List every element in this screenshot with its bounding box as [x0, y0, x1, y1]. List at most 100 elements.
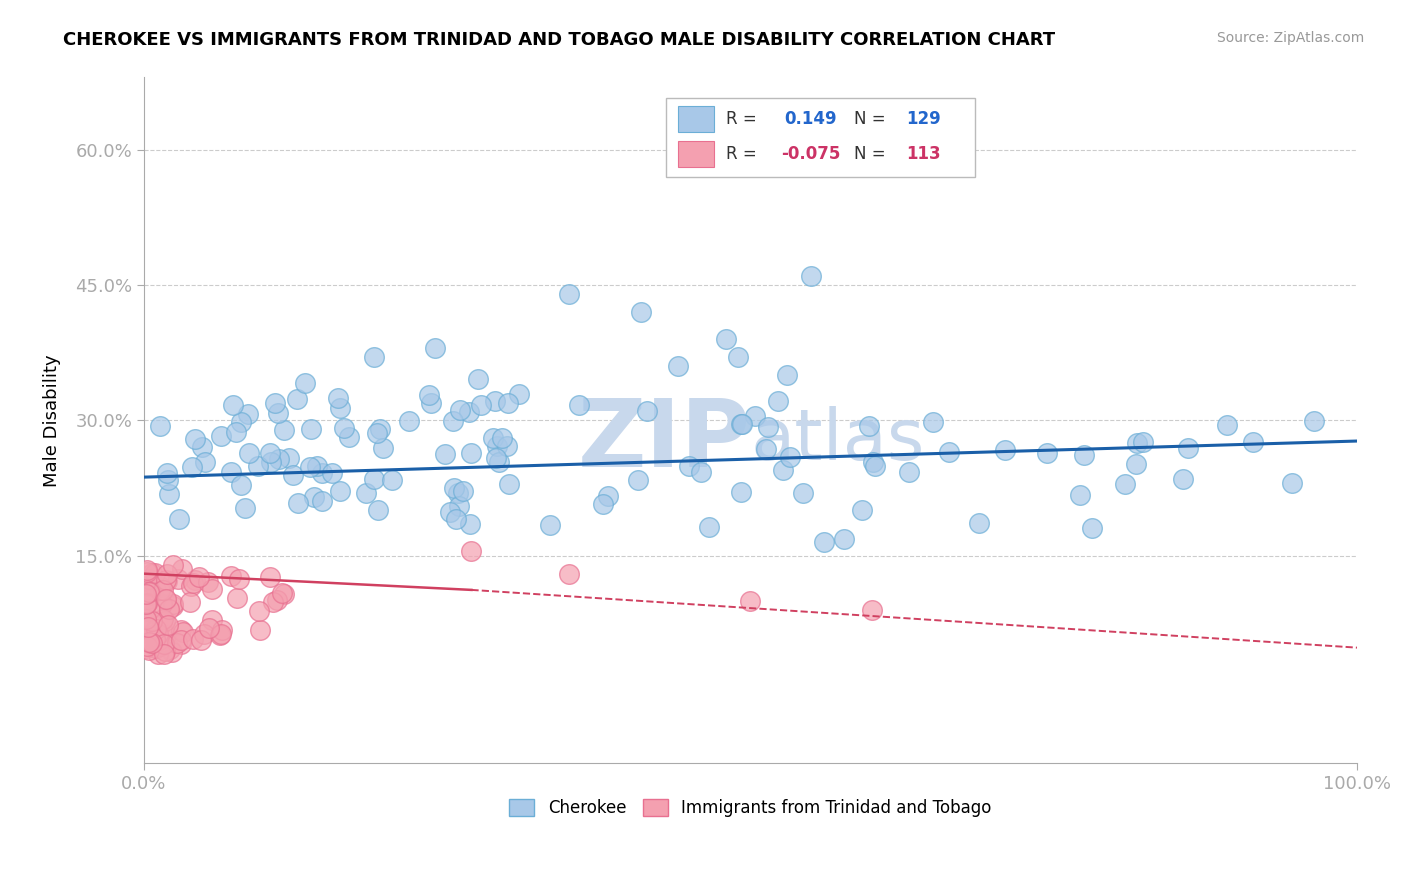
Point [496, 439, 519, 453]
Point [1080, 521, 1102, 535]
Bar [665, 98, 974, 177]
Point [155, 644, 177, 658]
Point [491, 431, 513, 445]
Point [219, 569, 242, 583]
Point [630, 305, 652, 319]
Point [538, 518, 561, 533]
Point [135, 639, 157, 653]
Point [181, 460, 204, 475]
Point [149, 418, 172, 433]
Point [458, 405, 481, 419]
Point [363, 350, 385, 364]
Point [247, 459, 270, 474]
Point [233, 500, 256, 515]
Point [201, 582, 224, 596]
Point [208, 628, 231, 642]
Point [730, 417, 752, 432]
Point [967, 516, 990, 530]
Point [150, 597, 173, 611]
Text: CHEROKEE VS IMMIGRANTS FROM TRINIDAD AND TOBAGO MALE DISABILITY CORRELATION CHAR: CHEROKEE VS IMMIGRANTS FROM TRINIDAD AND… [63, 31, 1056, 49]
Point [779, 450, 801, 464]
Point [209, 429, 232, 443]
Point [152, 612, 174, 626]
Point [259, 570, 281, 584]
Point [716, 332, 738, 346]
Point [184, 573, 207, 587]
Point [157, 486, 180, 500]
Point [1132, 435, 1154, 450]
Text: -0.075: -0.075 [780, 145, 841, 162]
Point [441, 414, 464, 428]
Point [851, 503, 873, 517]
Point [270, 586, 292, 600]
Point [498, 476, 520, 491]
Point [443, 481, 465, 495]
Point [260, 455, 283, 469]
Point [183, 632, 205, 646]
Point [302, 490, 325, 504]
Point [727, 350, 749, 364]
Point [1303, 414, 1326, 428]
Point [162, 597, 184, 611]
Point [371, 441, 394, 455]
Point [813, 534, 835, 549]
Point [333, 421, 356, 435]
Point [162, 558, 184, 573]
Point [460, 517, 482, 532]
Point [143, 580, 166, 594]
Point [155, 573, 177, 587]
Point [1073, 448, 1095, 462]
Bar [678, 106, 714, 132]
Point [138, 632, 160, 647]
Point [142, 634, 165, 648]
Point [832, 532, 855, 546]
Point [697, 520, 720, 534]
Point [423, 341, 446, 355]
Point [160, 645, 183, 659]
Point [190, 440, 212, 454]
Point [938, 444, 960, 458]
Bar [678, 141, 714, 167]
Point [262, 594, 284, 608]
Point [138, 635, 160, 649]
Point [156, 574, 179, 589]
Point [153, 614, 176, 628]
Point [756, 420, 779, 434]
Point [229, 477, 252, 491]
Text: N =: N = [853, 145, 886, 162]
Point [267, 452, 290, 467]
Point [169, 637, 191, 651]
Point [444, 512, 467, 526]
Point [678, 459, 700, 474]
Point [266, 592, 288, 607]
Point [636, 404, 658, 418]
Point [136, 564, 159, 578]
Point [135, 630, 157, 644]
Point [307, 458, 329, 473]
Point [897, 465, 920, 479]
Point [755, 442, 778, 456]
Point [858, 418, 880, 433]
Point [792, 486, 814, 500]
Point [197, 621, 219, 635]
Point [157, 473, 180, 487]
Point [776, 368, 799, 383]
Point [311, 494, 333, 508]
Point [381, 473, 404, 487]
Point [994, 443, 1017, 458]
Point [153, 637, 176, 651]
Point [1036, 445, 1059, 459]
Point [1069, 488, 1091, 502]
Text: Source: ZipAtlas.com: Source: ZipAtlas.com [1216, 31, 1364, 45]
Point [419, 395, 441, 409]
Point [398, 414, 420, 428]
Point [148, 633, 170, 648]
Point [772, 463, 794, 477]
Point [169, 632, 191, 647]
Point [865, 459, 887, 474]
Point [366, 425, 388, 440]
Point [236, 407, 259, 421]
Point [922, 415, 945, 429]
Point [169, 623, 191, 637]
Point [153, 647, 176, 661]
